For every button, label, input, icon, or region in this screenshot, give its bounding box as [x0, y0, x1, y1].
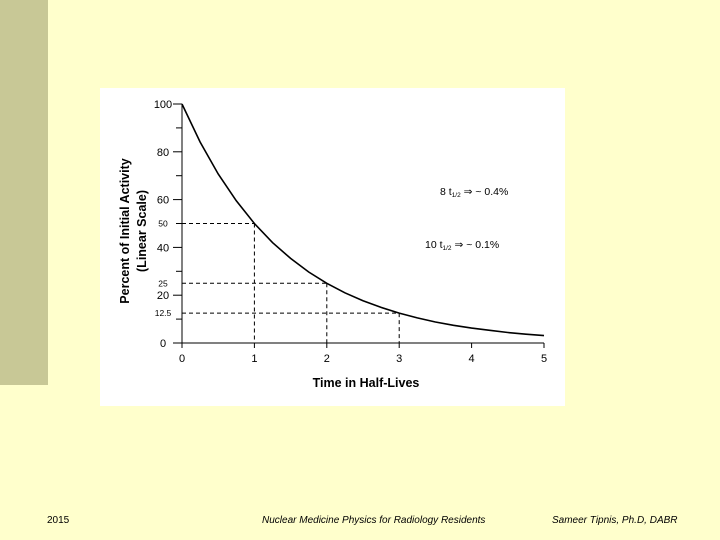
y-extra-tick-label: 50 — [158, 219, 168, 229]
y-extra-tick-label: 12.5 — [155, 308, 172, 318]
annotation-8-half-lives: 8 t1/2 ⇒ ~ 0.4% — [440, 186, 508, 199]
x-tick-label: 1 — [251, 353, 257, 365]
y-axis-label-line1: Percent of Initial Activity — [118, 158, 132, 303]
slide-left-accent-bar — [0, 0, 48, 385]
y-tick-label: 80 — [157, 147, 169, 159]
x-tick-label: 2 — [324, 353, 330, 365]
decay-chart-figure: 0 1 2 3 4 5 0 20 40 60 80 100 12.5 25 50 Time in Half-… — [100, 88, 565, 406]
footer-course-title: Nuclear Medicine Physics for Radiology R… — [262, 515, 486, 526]
footer-year: 2015 — [47, 515, 70, 526]
y-tick-label: 60 — [157, 195, 169, 207]
y-tick-label: 40 — [157, 242, 169, 254]
annotation-10-half-lives: 10 t1/2 ⇒ ~ 0.1% — [425, 239, 499, 252]
footer-author: Sameer Tipnis, Ph.D, DABR — [552, 515, 678, 526]
y-extra-tick-label: 25 — [158, 278, 168, 288]
y-axis-label-line2: (Linear Scale) — [135, 190, 149, 272]
x-tick-label: 3 — [396, 353, 402, 365]
y-tick-label: 0 — [160, 338, 166, 350]
decay-curve — [181, 103, 545, 337]
x-tick-label: 0 — [179, 353, 185, 365]
x-tick-label: 4 — [469, 353, 475, 365]
x-axis-label: Time in Half-Lives — [313, 376, 420, 390]
x-tick-label: 5 — [541, 353, 547, 365]
y-tick-label: 20 — [157, 290, 169, 302]
y-tick-label: 100 — [154, 99, 172, 111]
